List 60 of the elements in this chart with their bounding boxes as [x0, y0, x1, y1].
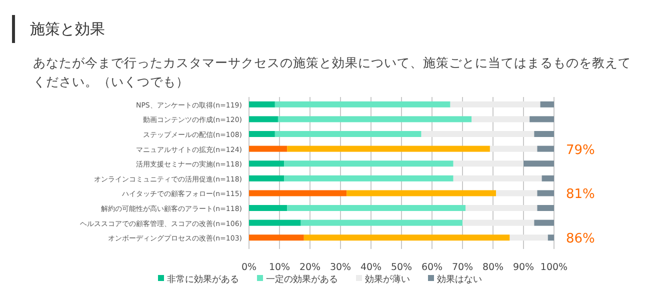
bar: [540, 101, 554, 108]
x-tick-label: 70%: [452, 262, 474, 273]
text: 79%: [566, 142, 595, 158]
chart-subtitle: あなたが今まで行ったカスタマーサクセスの施策と効果について、施策ごとに当てはまるものを教えてください。（いくつでも）: [33, 55, 631, 89]
bar: [346, 190, 496, 196]
bar: [462, 220, 534, 226]
text: 86%: [566, 232, 595, 247]
legend-label: 非常に効果がある: [167, 274, 239, 285]
bar: [274, 101, 450, 108]
bar: [466, 205, 538, 211]
bar: [278, 116, 472, 122]
bar: [450, 101, 540, 108]
bar: [249, 205, 288, 211]
legend-label: 効果が薄い: [365, 274, 410, 285]
bar: [249, 175, 284, 182]
bar: [453, 175, 542, 182]
bar: [537, 205, 554, 211]
x-tick-label: 30%: [330, 262, 352, 273]
x-tick-label: 20%: [299, 262, 321, 273]
bar: [249, 116, 278, 122]
text: 施策と効果: [30, 20, 105, 38]
bar: [548, 234, 554, 241]
x-tick-label: 100%: [540, 262, 568, 273]
bar: [304, 234, 510, 241]
x-tick-label: 80%: [482, 262, 504, 273]
bar: [287, 146, 490, 152]
bar: [453, 160, 524, 167]
bar: [284, 175, 454, 182]
x-tick-label: 40%: [360, 262, 382, 273]
bar: [249, 220, 301, 226]
bar: [249, 160, 284, 167]
bar: [537, 146, 554, 152]
x-tick-label: 10%: [268, 262, 290, 273]
text: 81%: [566, 187, 595, 202]
bar: [287, 205, 466, 211]
bar: [490, 146, 538, 152]
legend-label: 効果はない: [437, 274, 482, 285]
bar: [249, 190, 347, 196]
bar: [496, 190, 538, 196]
bar: [249, 101, 275, 108]
bar: [510, 234, 548, 241]
bar: [530, 116, 554, 122]
bar: [534, 220, 554, 226]
bar: [300, 220, 462, 226]
bar: [421, 131, 534, 137]
x-tick-label: 60%: [421, 262, 443, 273]
bar: [537, 190, 554, 196]
x-tick-label: 50%: [390, 262, 412, 273]
x-tick-label: 0%: [241, 262, 257, 273]
bar: [249, 131, 275, 137]
bar: [542, 175, 554, 182]
bar: [524, 160, 554, 167]
bar: [274, 131, 422, 137]
bar: [284, 160, 454, 167]
legend-label: 一定の効果がある: [266, 274, 338, 285]
x-tick-label: 90%: [512, 262, 534, 273]
bar: [534, 131, 554, 137]
bar: [472, 116, 530, 122]
bar: [249, 146, 288, 152]
bar: [249, 234, 304, 241]
